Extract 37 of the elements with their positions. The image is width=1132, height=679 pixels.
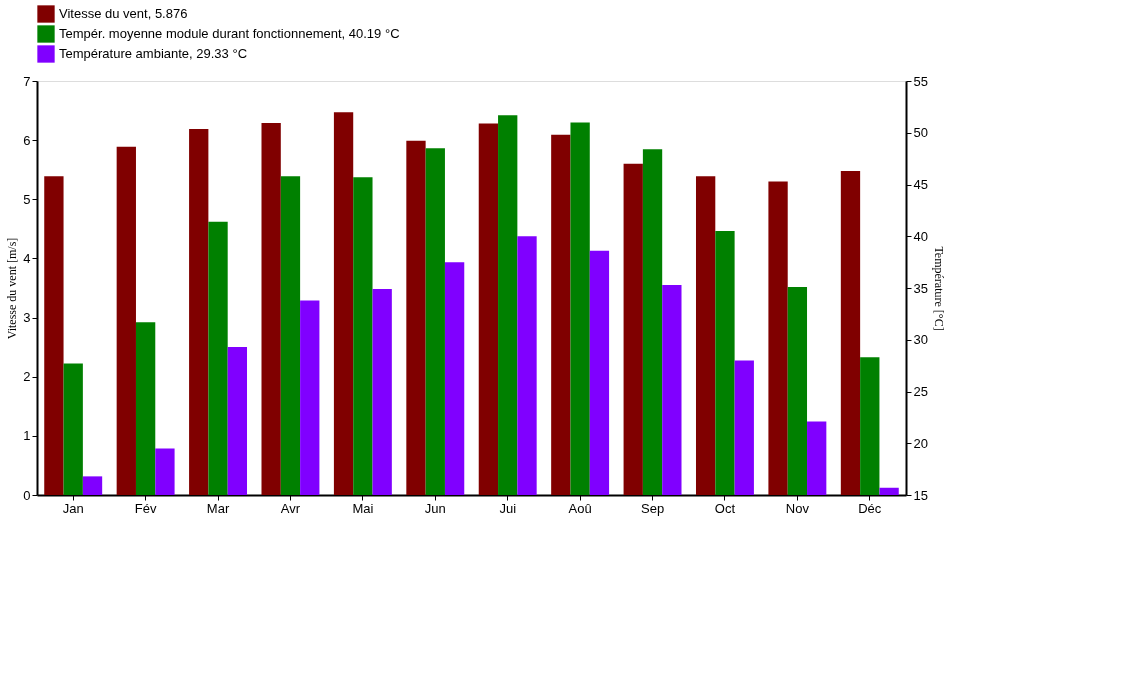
y2-tick-label: 45 xyxy=(913,177,928,192)
y2-tick-label: 55 xyxy=(913,73,928,89)
legend-label: Tempér. moyenne module durant fonctionnement, 40.19 °C xyxy=(59,26,400,41)
y-tick-label: 2 xyxy=(23,369,31,385)
y-tick-label: 5 xyxy=(23,191,31,207)
legend-label: Température ambiante, 29.33 °C xyxy=(59,46,248,61)
y-tick-label: 4 xyxy=(23,250,31,266)
x-tick-label: Déc xyxy=(858,500,882,516)
bar xyxy=(116,146,136,495)
y-tick-label: 0 xyxy=(23,487,31,503)
y-tick-label: 3 xyxy=(23,310,31,326)
x-tick-label: Aoû xyxy=(568,500,592,516)
x-tick-label: Jui xyxy=(499,500,517,516)
y2-tick-label: 50 xyxy=(913,125,928,141)
y-tick-label: 7 xyxy=(23,73,31,89)
x-tick-label: Mar xyxy=(206,500,230,516)
x-tick-label: Sep xyxy=(640,500,665,516)
x-tick-label: Avr xyxy=(280,500,301,516)
x-tick-label: Jan xyxy=(62,500,84,516)
x-tick-label: Mai xyxy=(352,500,374,516)
y2-tick-label: 30 xyxy=(913,332,928,348)
y2-tick-label: 40 xyxy=(913,228,928,244)
x-tick-label: Nov xyxy=(785,500,810,516)
x-tick-label: Fév xyxy=(134,500,157,516)
y-tick-label: 1 xyxy=(23,428,31,444)
bar xyxy=(840,170,861,495)
y-axis-title: Vitesse du vent [m/s] xyxy=(5,237,20,340)
y2-tick-label: 35 xyxy=(913,280,928,296)
y2-tick-label: 25 xyxy=(913,384,928,399)
y2-tick-label: 15 xyxy=(913,487,928,503)
x-tick-label: Oct xyxy=(714,500,736,516)
x-tick-label: Jun xyxy=(424,500,446,516)
y2-axis-title: Température [°C] xyxy=(931,246,946,331)
y-tick-label: 6 xyxy=(23,132,31,148)
bar xyxy=(44,176,64,495)
y2-tick-label: 20 xyxy=(913,435,928,451)
legend-label: Vitesse du vent, 5.876 xyxy=(59,6,188,21)
